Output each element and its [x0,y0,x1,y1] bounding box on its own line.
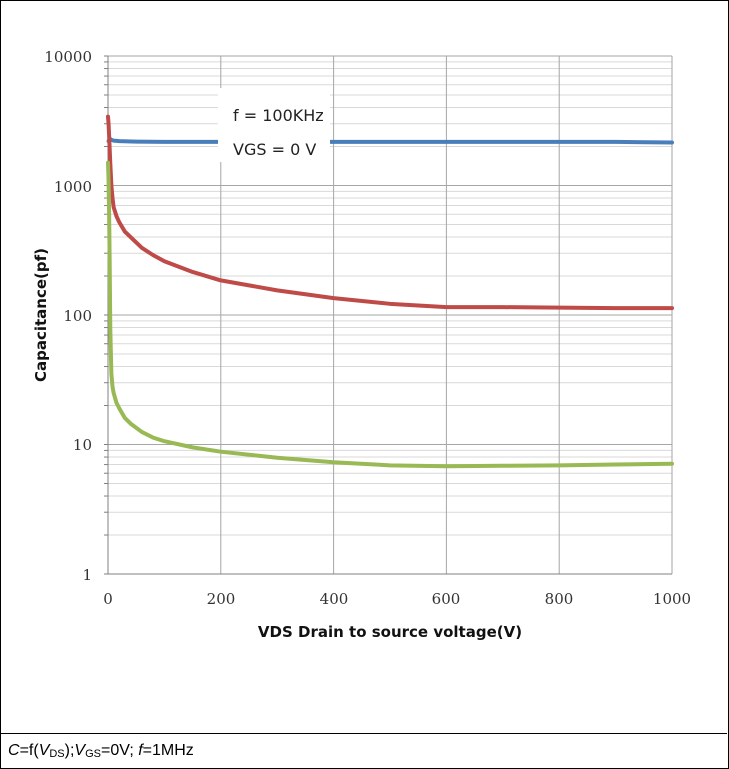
y-tick-label: 10000 [44,48,92,66]
series-lines [108,117,672,467]
capacitance-chart: 10000 1000 100 10 1 0 200 400 600 800 10… [0,0,729,733]
caption-mid: ); [65,742,75,759]
caption-f-val: =1MHz [143,742,194,759]
x-tick-label: 600 [432,590,461,608]
x-axis-title: VDS Drain to source voltage(V) [258,623,522,641]
caption-v2: V [74,742,85,759]
y-tick-label: 100 [63,307,92,325]
annotation-frequency: f = 100KHz [233,106,324,125]
y-tick-label: 1000 [54,178,92,196]
caption-gs-val: =0V; [101,742,134,759]
annotation-vgs: VGS = 0 V [233,140,316,159]
x-tick-label: 200 [207,590,236,608]
caption-row: C=f(VDS);VGS=0V; f=1MHz [0,733,727,768]
caption-formula: C=f(VDS);VGS=0V; f=1MHz [8,742,194,760]
caption-v1: V [39,742,50,759]
y-axis-title: Capacitance(pf) [32,248,50,382]
x-tick-label: 400 [320,590,349,608]
y-tick-label: 1 [82,566,92,584]
x-tick-label: 0 [103,590,113,608]
caption-f-open: =f( [20,742,39,759]
annotation-box: f = 100KHz VGS = 0 V [218,88,330,162]
x-tick-label: 800 [545,590,574,608]
caption-c: C [8,742,20,759]
grid [108,56,672,574]
y-tick-label: 10 [73,436,92,454]
caption-ds: DS [49,748,64,760]
series-line-2 [108,117,672,308]
series-line-3 [108,163,672,466]
series-line-1 [109,139,672,143]
caption-gs: GS [85,748,101,760]
x-tick-label: 1000 [653,590,691,608]
